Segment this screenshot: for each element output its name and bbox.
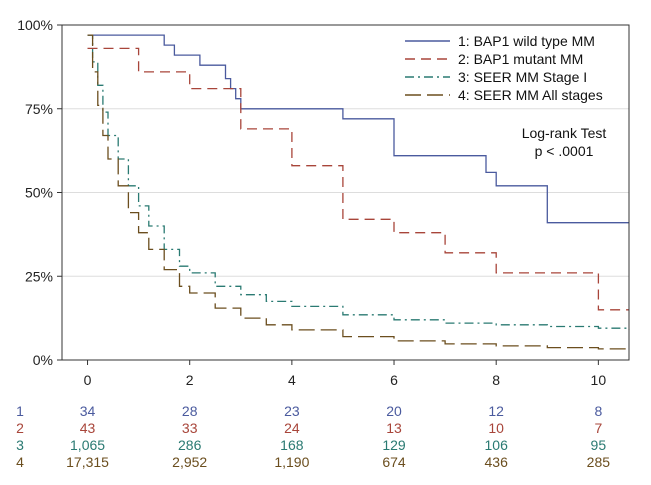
risk-value-3-0: 1,065: [70, 437, 105, 453]
y-tick-label-4: 100%: [17, 17, 53, 33]
risk-value-1-0: 34: [80, 403, 96, 419]
risk-value-1-3: 20: [386, 403, 402, 419]
risk-value-3-5: 95: [591, 437, 607, 453]
risk-row-label-2: 2: [16, 420, 24, 436]
x-tick-label-3: 6: [390, 372, 398, 388]
risk-value-1-2: 23: [284, 403, 300, 419]
legend-label-3: 3: SEER MM Stage I: [458, 69, 587, 85]
series-line-4: [87, 34, 630, 350]
risk-value-2-3: 13: [386, 420, 402, 436]
risk-value-4-1: 2,952: [172, 454, 207, 470]
risk-value-1-4: 12: [488, 403, 504, 419]
risk-value-1-1: 28: [182, 403, 198, 419]
legend-label-1: 1: BAP1 wild type MM: [458, 33, 595, 49]
risk-value-2-0: 43: [80, 420, 96, 436]
risk-value-2-4: 10: [488, 420, 504, 436]
risk-row-label-4: 4: [16, 454, 24, 470]
y-tick-label-0: 0%: [33, 352, 53, 368]
x-tick-label-0: 0: [84, 372, 92, 388]
risk-value-4-0: 17,315: [66, 454, 109, 470]
risk-value-2-2: 24: [284, 420, 300, 436]
axes: 0% 25% 50% 75% 100% 0 2 4 6 8 10: [17, 17, 606, 388]
risk-value-4-4: 436: [485, 454, 509, 470]
x-tick-label-1: 2: [186, 372, 194, 388]
y-tick-label-3: 75%: [25, 101, 53, 117]
legend: 1: BAP1 wild type MM 2: BAP1 mutant MM 3: …: [405, 33, 603, 103]
x-tick-label-4: 8: [492, 372, 500, 388]
survival-curves: [87, 34, 630, 350]
risk-value-3-2: 168: [280, 437, 304, 453]
annotation: Log-rank Test p < .0001: [522, 125, 607, 159]
risk-value-3-3: 129: [382, 437, 406, 453]
y-tick-label-2: 50%: [25, 185, 53, 201]
series-line-3: [87, 34, 630, 330]
risk-value-2-5: 7: [594, 420, 602, 436]
x-tick-label-2: 4: [288, 372, 296, 388]
x-tick-label-5: 10: [591, 372, 607, 388]
risk-value-2-1: 33: [182, 420, 198, 436]
risk-value-3-4: 106: [485, 437, 509, 453]
annotation-line-2: p < .0001: [535, 143, 594, 159]
series-line-1: [87, 34, 629, 224]
legend-label-4: 4: SEER MM All stages: [458, 87, 603, 103]
risk-row-label-1: 1: [16, 403, 24, 419]
annotation-line-1: Log-rank Test: [522, 125, 607, 141]
risk-value-4-2: 1,190: [274, 454, 309, 470]
y-tick-label-1: 25%: [25, 268, 53, 284]
risk-value-1-5: 8: [594, 403, 602, 419]
risk-value-4-3: 674: [382, 454, 406, 470]
risk-value-3-1: 286: [178, 437, 202, 453]
risk-value-4-5: 285: [587, 454, 611, 470]
series-line-2: [87, 47, 629, 311]
risk-row-label-3: 3: [16, 437, 24, 453]
risk-table: 1 34 28 23 20 12 8 2 43 33 24 13 10 7 3 1,065 286 168 129 1…: [16, 403, 610, 470]
legend-label-2: 2: BAP1 mutant MM: [458, 51, 583, 67]
